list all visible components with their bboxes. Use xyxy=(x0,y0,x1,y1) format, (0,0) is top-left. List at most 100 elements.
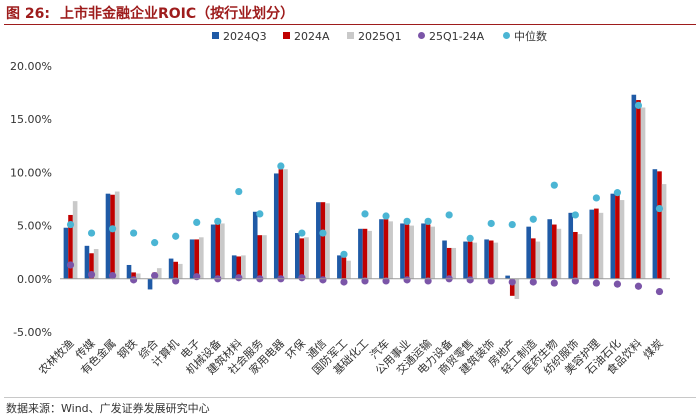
x-tick-label: 钢铁 xyxy=(115,337,140,362)
bar xyxy=(325,203,330,279)
bar xyxy=(568,212,574,279)
legend-label: 2024Q3 xyxy=(223,30,267,43)
bar xyxy=(598,212,604,279)
bar xyxy=(505,275,510,279)
source-note: 数据来源：Wind、广发证券发展研究中心 xyxy=(6,402,210,415)
median-dot xyxy=(403,217,411,225)
diff-dot xyxy=(87,270,96,279)
figure-header: 图 26: 上市非金融企业ROIC（按行业划分） xyxy=(0,0,700,24)
bar xyxy=(661,184,667,279)
median-dot xyxy=(634,101,643,109)
bar xyxy=(388,221,393,279)
bar xyxy=(168,258,174,279)
bar xyxy=(89,253,94,279)
bar xyxy=(463,241,468,279)
chart-legend: 2024Q3 2024A 2025Q1 25Q1-24A 中位数 xyxy=(212,29,547,43)
figure-title: 上市非金融企业ROIC（按行业划分） xyxy=(60,6,295,22)
median-dot xyxy=(298,229,306,237)
median-dot xyxy=(277,162,285,170)
bar xyxy=(552,224,557,279)
roic-chart: 2024Q3 2024A 2025Q1 25Q1-24A 中位数 -5.00% 0.00%… xyxy=(10,29,670,377)
bar xyxy=(346,260,351,279)
bar xyxy=(283,169,288,279)
median-dot xyxy=(550,181,558,189)
y-axis: -5.00% 0.00% 5.00% 10.00% 15.00% 20.00% xyxy=(10,60,52,339)
bar xyxy=(526,226,531,279)
bar xyxy=(316,202,321,279)
bar xyxy=(451,247,457,279)
bar xyxy=(383,219,389,279)
bar xyxy=(147,278,153,290)
bar xyxy=(199,237,204,279)
bar xyxy=(262,235,267,279)
bar xyxy=(105,193,111,279)
median-dot xyxy=(361,210,369,218)
diff-dot xyxy=(508,278,516,286)
median-dot xyxy=(319,229,327,237)
diff-dot xyxy=(655,287,664,296)
bar xyxy=(236,256,242,279)
median-dot xyxy=(655,204,664,213)
bar xyxy=(589,209,595,279)
bar xyxy=(594,208,599,279)
diff-dot xyxy=(235,274,243,282)
median-dot xyxy=(613,189,622,197)
median-dot xyxy=(130,229,138,237)
figure-number: 图 26: xyxy=(6,6,50,22)
y-tick-label: 0.00% xyxy=(17,273,52,286)
y-tick-label: 5.00% xyxy=(17,220,52,233)
bar xyxy=(156,268,162,279)
diff-dot xyxy=(151,272,159,280)
bar xyxy=(220,223,225,279)
diff-dot xyxy=(130,276,138,284)
bar xyxy=(472,242,478,279)
bar xyxy=(337,255,342,279)
y-tick-label: 15.00% xyxy=(10,113,52,126)
legend-label: 2024A xyxy=(294,30,330,43)
median-dot xyxy=(487,219,495,228)
x-tick-label: 环保 xyxy=(283,336,308,361)
bar xyxy=(320,202,326,279)
bar xyxy=(131,272,136,279)
bar xyxy=(430,226,435,279)
bar xyxy=(409,225,414,279)
bar xyxy=(114,191,120,279)
diff-dot xyxy=(108,272,117,280)
bar xyxy=(63,227,69,279)
bar xyxy=(84,245,90,279)
bar xyxy=(93,249,99,279)
bar xyxy=(467,241,473,279)
median-dot xyxy=(340,250,348,258)
bar xyxy=(177,263,183,279)
bar xyxy=(215,223,221,279)
bar xyxy=(573,231,578,279)
y-tick-label: -5.00% xyxy=(13,326,52,339)
bar xyxy=(257,235,263,279)
bar xyxy=(577,234,583,279)
bar xyxy=(442,240,447,279)
bar xyxy=(68,214,73,279)
title-rule xyxy=(4,24,696,25)
bar xyxy=(295,233,300,279)
legend-label: 25Q1-24A xyxy=(429,30,485,43)
median-dot xyxy=(151,239,159,247)
x-tick-label: 农林牧渔 xyxy=(36,336,77,377)
median-dot xyxy=(256,210,264,218)
bar xyxy=(530,238,536,279)
diff-dot xyxy=(66,261,75,269)
bar xyxy=(241,255,246,279)
bar xyxy=(615,194,620,279)
x-axis: 农林牧渔传媒有色金属钢铁综合计算机电子机械设备建筑材料社会服务家用电器环保通信国… xyxy=(36,278,670,377)
bar xyxy=(341,257,347,279)
median-dot xyxy=(571,211,579,219)
bar xyxy=(425,224,431,279)
diff-dot xyxy=(298,274,306,282)
diff-dot xyxy=(319,276,327,284)
median-dot xyxy=(466,234,474,242)
bar xyxy=(404,224,410,279)
bar-layer xyxy=(63,94,667,300)
bar xyxy=(126,264,132,279)
diff-dot xyxy=(403,276,411,284)
diff-dot xyxy=(340,278,348,286)
legend-swatch xyxy=(212,32,219,39)
